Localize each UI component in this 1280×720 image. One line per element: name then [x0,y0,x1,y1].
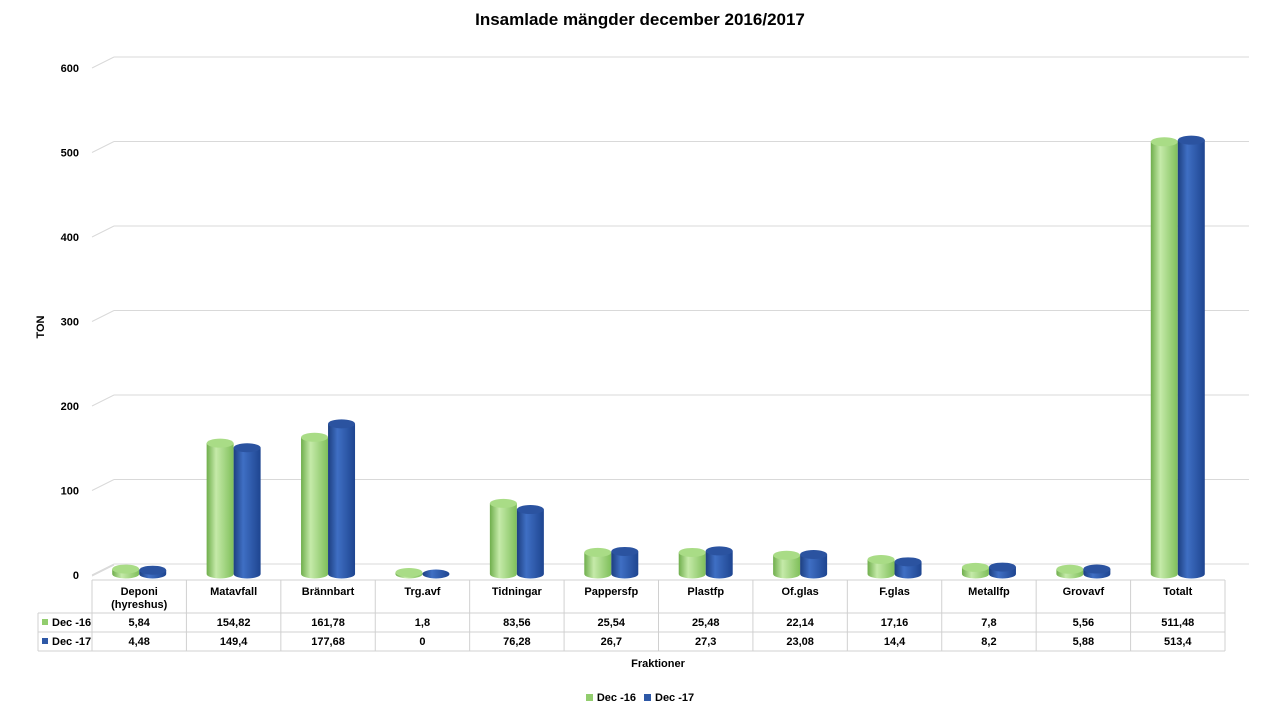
category-label: Grovavf [1063,586,1105,598]
gridline [91,225,1249,238]
data-label: 25,54 [598,617,626,629]
legend-swatch [644,694,651,701]
bar-dec16 [395,567,423,579]
bar-dec16 [489,498,517,579]
gridlines [91,56,1249,577]
gridline [91,479,1249,491]
chart-title: Insamlade mängder december 2016/2017 [475,10,805,29]
bar-dec16 [961,562,989,579]
category-label: Tidningar [492,586,543,598]
gridline [91,394,1249,407]
category-label: Pappersfp [584,586,638,598]
y-axis-title: TON [35,315,47,338]
data-label: 14,4 [884,636,906,648]
table-legend-key [42,638,48,644]
data-label: 8,2 [981,636,996,648]
data-label: 76,28 [503,636,531,648]
data-label: 5,56 [1073,617,1094,629]
y-tick-label: 300 [61,317,79,329]
data-label: 17,16 [881,617,909,629]
category-label: Matavfall [210,586,257,598]
legend: Dec -16 Dec -17 [0,692,1280,704]
y-axis-ticks: 0 100 200 300 400 500 600 [61,63,79,582]
floor-edge [91,564,115,577]
data-label: 154,82 [217,617,251,629]
table-legend-key [42,619,48,625]
data-label: 4,48 [128,636,149,648]
gridline [91,141,1249,153]
bar-dec17 [422,569,450,579]
bar-dec17 [139,565,167,579]
data-label: 161,78 [311,617,345,629]
y-tick-label: 100 [61,486,79,498]
data-label: 26,7 [601,636,622,648]
bar-dec17 [611,546,639,579]
category-label: Deponi (hyreshus) [111,586,168,611]
category-label: Metallfp [968,586,1010,598]
y-tick-label: 0 [73,570,79,582]
data-label: 83,56 [503,617,531,629]
bar-dec16 [1056,564,1084,579]
bar-dec16 [301,432,329,579]
category-label: Of.glas [781,586,818,598]
y-tick-label: 400 [61,232,79,244]
data-label: 511,48 [1161,617,1194,629]
table-series-name: Dec -17 [52,636,91,648]
gridline [91,56,1249,69]
legend-label: Dec -17 [655,692,695,704]
bar-dec17 [1177,135,1205,579]
gridline [91,310,1249,322]
data-label: 22,14 [786,617,814,629]
x-axis-title: Fraktioner [631,658,686,670]
bar-dec16 [867,554,895,579]
table-series-name: Dec -16 [52,617,91,629]
data-table: Deponi (hyreshus) Matavfall Brännbart Trg.av… [37,579,1226,652]
bar-dec17 [233,443,261,579]
bar-dec16 [584,547,612,579]
bar-dec17 [1083,564,1111,579]
bar-dec17 [328,419,356,579]
legend-label: Dec -16 [596,692,636,704]
bar-dec17 [705,546,733,579]
data-label: 177,68 [311,636,345,648]
data-label: 7,8 [981,617,996,629]
bar-dec16 [1150,137,1178,579]
data-label: 0 [419,636,425,648]
data-label: 27,3 [695,636,716,648]
data-label: 5,88 [1073,636,1094,648]
y-tick-label: 500 [61,148,79,160]
data-label: 5,84 [128,617,150,629]
data-label: 513,4 [1164,636,1192,648]
category-label: Totalt [1163,586,1192,598]
category-label: F.glas [879,586,910,598]
data-label: 1,8 [415,617,430,629]
category-label: Plastfp [687,586,724,598]
bar-dec16 [773,550,801,579]
y-tick-label: 200 [61,401,79,413]
bar-dec17 [516,505,544,579]
legend-item: Dec -17 [644,692,694,704]
legend-item: Dec -16 [585,692,636,704]
bar-dec16 [112,564,140,579]
legend-swatch [585,694,593,701]
bar-dec16 [206,438,234,579]
y-tick-label: 600 [61,63,79,75]
data-label: 23,08 [786,636,814,648]
bar-dec17 [800,549,828,579]
bar-dec16 [678,547,706,579]
bar-dec17 [894,557,922,579]
data-label: 149,4 [220,636,248,648]
data-label: 25,48 [692,617,720,629]
bar-dec17 [988,562,1016,579]
bars [112,135,1205,579]
category-label: Brännbart [302,586,355,598]
category-label: Trg.avf [404,586,440,598]
